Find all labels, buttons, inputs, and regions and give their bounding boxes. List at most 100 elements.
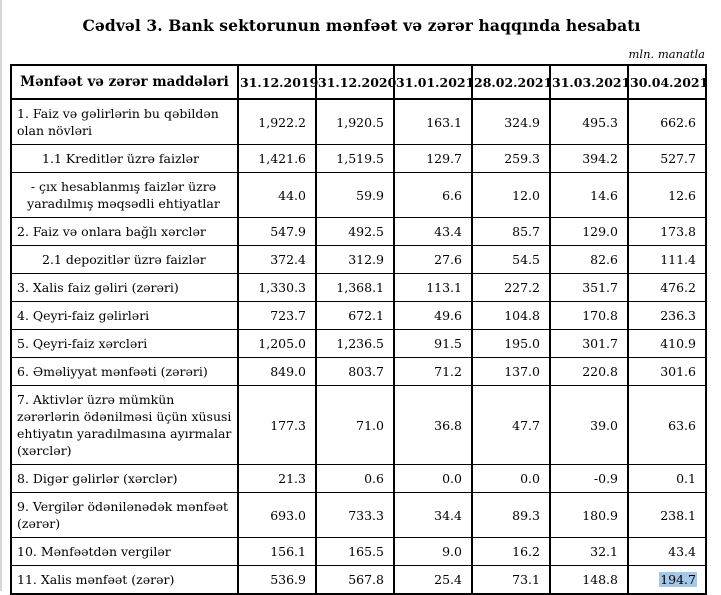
value-text: 476.2 — [660, 280, 696, 295]
column-header-date: 28.02.2021 — [471, 64, 552, 100]
value-text: 394.2 — [582, 151, 618, 166]
value-cell: 113.1 — [393, 273, 473, 302]
value-cell: 410.9 — [627, 329, 707, 358]
value-text: 129.0 — [582, 224, 618, 239]
value-text: 301.6 — [660, 364, 696, 379]
value-cell: 49.6 — [393, 301, 473, 330]
value-cell: 39.0 — [549, 385, 629, 465]
value-text: 12.0 — [512, 187, 540, 203]
value-text: 170.8 — [582, 308, 618, 323]
value-cell: 492.5 — [315, 217, 395, 246]
value-cell: 104.8 — [471, 301, 551, 330]
value-text: -0.9 — [593, 471, 618, 486]
value-text: 54.5 — [512, 252, 540, 267]
profit-loss-table: Mənfəət və zərər maddələri 31.12.2019 31.… — [10, 64, 708, 595]
value-text: 1,368.1 — [336, 280, 384, 295]
value-cell: 236.3 — [627, 301, 707, 330]
value-text: 662.6 — [660, 114, 696, 130]
value-cell: 73.1 — [471, 565, 551, 595]
value-text: 803.7 — [348, 364, 384, 379]
value-text: 85.7 — [512, 224, 540, 239]
value-cell: 14.6 — [549, 172, 629, 218]
value-cell: 0.0 — [471, 464, 551, 493]
column-header-date: 31.01.2021 — [393, 64, 474, 100]
value-cell: 312.9 — [315, 245, 395, 274]
value-text: 113.1 — [426, 280, 462, 295]
value-text: 63.6 — [668, 417, 696, 433]
value-cell: 170.8 — [549, 301, 629, 330]
value-text: 34.4 — [434, 507, 462, 523]
table-header-row: Mənfəət və zərər maddələri 31.12.2019 31.… — [10, 64, 708, 100]
row-label: 11. Xalis mənfəət (zərər) — [10, 565, 239, 595]
value-cell: 137.0 — [471, 357, 551, 386]
value-text: 312.9 — [348, 252, 384, 267]
column-header-date: 31.12.2019 — [237, 64, 318, 100]
value-cell: 527.7 — [627, 144, 707, 173]
value-cell: -0.9 — [549, 464, 629, 493]
value-text: 324.9 — [504, 114, 540, 130]
table-header: Mənfəət və zərər maddələri 31.12.2019 31.… — [10, 64, 708, 100]
value-text: 0.0 — [520, 471, 540, 486]
row-label: 1. Faiz və gəlirlərin bu qəbildən olan n… — [10, 98, 239, 145]
value-text: 163.1 — [426, 114, 462, 130]
table-row: 1. Faiz və gəlirlərin bu qəbildən olan n… — [10, 98, 707, 145]
value-text: 71.0 — [356, 417, 384, 433]
value-text: 14.6 — [590, 187, 618, 203]
value-cell: 672.1 — [315, 301, 395, 330]
value-cell: 733.3 — [315, 492, 395, 538]
value-cell: 44.0 — [237, 172, 317, 218]
value-cell: 43.4 — [393, 217, 473, 246]
column-header-items: Mənfəət və zərər maddələri — [10, 64, 239, 100]
value-text: 1,920.5 — [336, 114, 384, 130]
value-text: 1,519.5 — [336, 151, 384, 166]
value-cell: 227.2 — [471, 273, 551, 302]
value-cell: 1,236.5 — [315, 329, 395, 358]
value-cell: 259.3 — [471, 144, 551, 173]
value-text: 104.8 — [504, 308, 540, 323]
value-text: 1,922.2 — [258, 114, 306, 130]
value-cell: 476.2 — [627, 273, 707, 302]
value-text: 410.9 — [660, 336, 696, 351]
value-text: 47.7 — [512, 417, 540, 433]
value-cell: 43.4 — [627, 537, 707, 566]
value-text: 492.5 — [348, 224, 384, 239]
value-text: 236.3 — [660, 308, 696, 323]
value-cell: 89.3 — [471, 492, 551, 538]
value-text: 44.0 — [278, 187, 306, 203]
value-cell: 351.7 — [549, 273, 629, 302]
value-text: 1,330.3 — [258, 280, 306, 295]
value-text: 351.7 — [582, 280, 618, 295]
value-cell: 195.0 — [471, 329, 551, 358]
value-text: 849.0 — [270, 364, 306, 379]
value-cell: 36.8 — [393, 385, 473, 465]
highlighted-value: 194.7 — [659, 572, 697, 587]
table-row: 8. Digər gəlirlər (xərclər) 21.3 0.6 0.0 0.0… — [10, 464, 707, 493]
value-cell: 372.4 — [237, 245, 317, 274]
value-cell: 536.9 — [237, 565, 317, 595]
value-text: 527.7 — [660, 151, 696, 166]
value-text: 238.1 — [660, 507, 696, 523]
value-text: 567.8 — [348, 572, 384, 587]
column-header-date: 31.12.2020 — [315, 64, 396, 100]
value-cell: 85.7 — [471, 217, 551, 246]
value-text: 9.0 — [442, 544, 462, 559]
table-row: - çıx hesablanmış faizlər üzrə yaradılmı… — [10, 172, 707, 218]
row-label: 2.1 depozitlər üzrə faizlər — [10, 245, 239, 274]
value-text: 129.7 — [426, 151, 462, 166]
table-row: 10. Mənfəətdən vergilər 156.1 165.5 9.0 16.2… — [10, 537, 707, 566]
table-row: 5. Qeyri-faiz xərcləri 1,205.0 1,236.5 91.5… — [10, 329, 707, 358]
value-text: 73.1 — [512, 572, 540, 587]
value-cell: 148.8 — [549, 565, 629, 595]
value-text: 1,236.5 — [336, 336, 384, 351]
value-text: 180.9 — [582, 507, 618, 523]
row-label: 3. Xalis faiz gəliri (zərəri) — [10, 273, 239, 302]
value-cell: 129.0 — [549, 217, 629, 246]
value-cell: 180.9 — [549, 492, 629, 538]
value-text: 6.6 — [442, 187, 462, 203]
value-text: 259.3 — [504, 151, 540, 166]
value-cell: 12.6 — [627, 172, 707, 218]
value-cell: 693.0 — [237, 492, 317, 538]
value-cell: 163.1 — [393, 98, 473, 145]
value-text: 723.7 — [270, 308, 306, 323]
